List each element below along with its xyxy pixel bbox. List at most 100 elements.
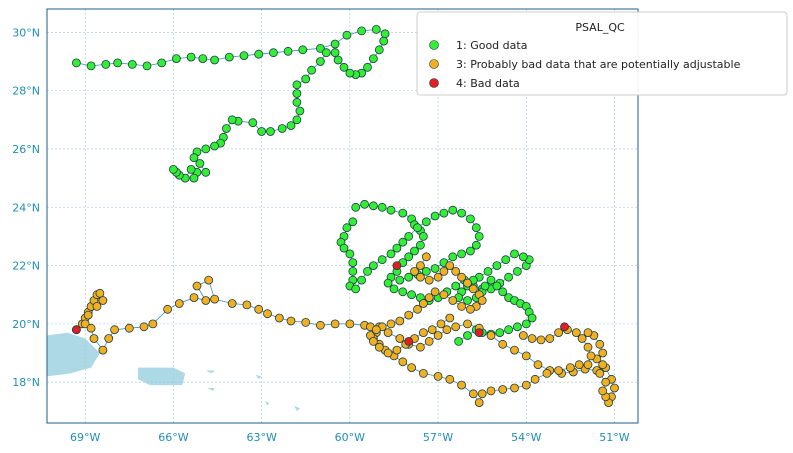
data-point-qc3 xyxy=(448,296,458,305)
data-point-qc3 xyxy=(533,360,543,370)
data-point-qc1 xyxy=(342,30,352,40)
data-point-qc3 xyxy=(104,334,114,343)
data-point-qc1 xyxy=(451,281,461,291)
data-point-qc1 xyxy=(374,45,384,55)
data-point-qc3 xyxy=(418,299,428,308)
y-tick-labels: 18°N 20°N 22°N 24°N 26°N 28°N 30°N xyxy=(12,26,40,389)
data-point-qc1 xyxy=(492,281,502,291)
data-point-qc3 xyxy=(89,334,99,343)
x-tick-label: 69°W xyxy=(70,431,100,444)
legend-box xyxy=(416,11,788,96)
data-point-qc1 xyxy=(168,164,178,174)
data-point-qc1 xyxy=(518,252,528,262)
data-point-qc3 xyxy=(536,335,546,345)
y-tick-label: 18°N xyxy=(12,376,40,389)
data-point-qc3 xyxy=(263,309,272,319)
data-point-qc1 xyxy=(498,287,508,297)
data-point-qc1 xyxy=(363,266,372,276)
data-point-qc1 xyxy=(430,211,440,221)
data-point-qc3 xyxy=(554,328,563,338)
data-point-qc1 xyxy=(457,208,467,218)
data-point-qc3 xyxy=(486,331,496,340)
data-point-qc3 xyxy=(424,336,434,346)
data-point-qc3 xyxy=(595,368,605,378)
data-point-qc1 xyxy=(189,173,199,183)
land-1 xyxy=(138,367,186,386)
data-point-qc3 xyxy=(139,322,149,332)
data-point-qc1 xyxy=(513,322,522,332)
data-point-qc3 xyxy=(439,266,449,276)
data-point-qc1 xyxy=(292,89,302,98)
data-point-qc1 xyxy=(454,336,464,346)
data-point-qc3 xyxy=(410,266,419,276)
data-point-qc3 xyxy=(436,319,446,329)
data-point-qc1 xyxy=(198,54,208,63)
data-point-qc1 xyxy=(360,199,370,209)
data-point-qc3 xyxy=(418,328,428,338)
data-point-qc3 xyxy=(433,371,443,381)
data-point-qc3 xyxy=(554,366,563,375)
data-point-qc3 xyxy=(583,328,593,338)
data-point-qc1 xyxy=(415,240,425,250)
data-point-qc3 xyxy=(274,313,284,323)
data-point-qc1 xyxy=(404,231,414,241)
data-point-qc3 xyxy=(457,301,467,311)
data-point-qc3 xyxy=(368,336,378,346)
y-tick-label: 22°N xyxy=(12,260,40,273)
x-tick-label: 54°W xyxy=(511,431,541,444)
data-point-qc3 xyxy=(445,313,455,323)
legend-marker-good xyxy=(429,40,439,50)
x-tick-label: 57°W xyxy=(423,431,453,444)
data-point-qc1 xyxy=(286,121,296,130)
land-2 xyxy=(205,370,215,374)
data-point-qc3 xyxy=(510,383,519,393)
data-point-qc1 xyxy=(301,74,311,84)
data-point-qc1 xyxy=(315,44,325,53)
land-6 xyxy=(294,405,300,412)
data-point-qc3 xyxy=(457,380,467,390)
data-point-qc1 xyxy=(345,68,355,78)
data-point-qc3 xyxy=(415,272,425,282)
legend-marker-probably-bad xyxy=(429,59,439,69)
data-point-qc1 xyxy=(486,275,496,285)
data-point-qc1 xyxy=(465,246,475,256)
data-point-qc1 xyxy=(210,55,220,65)
data-point-qc1 xyxy=(357,26,367,36)
data-point-qc1 xyxy=(157,58,167,68)
data-point-qc1 xyxy=(386,249,396,259)
data-point-qc3 xyxy=(601,377,611,387)
legend-title: PSAL_QC xyxy=(575,21,625,34)
data-point-qc3 xyxy=(542,368,552,378)
data-point-qc1 xyxy=(248,118,258,128)
data-point-qc1 xyxy=(492,261,502,271)
data-point-qc1 xyxy=(495,328,505,338)
data-point-qc1 xyxy=(113,58,122,68)
data-point-qc3 xyxy=(204,275,214,285)
data-point-qc1 xyxy=(463,331,472,340)
data-point-qc3 xyxy=(510,345,519,355)
data-point-qc3 xyxy=(254,304,264,314)
data-point-qc3 xyxy=(392,345,402,355)
data-point-qc1 xyxy=(480,281,490,291)
data-point-qc1 xyxy=(527,313,537,323)
data-point-qc1 xyxy=(321,48,331,58)
x-tick-label: 66°W xyxy=(158,431,188,444)
data-point-qc3 xyxy=(451,322,461,332)
data-point-qc1 xyxy=(404,252,414,262)
land-4 xyxy=(255,374,262,380)
data-point-qc3 xyxy=(463,319,472,329)
legend: PSAL_QC 1: Good data 3: Probably bad dat… xyxy=(416,11,788,96)
data-point-qc1 xyxy=(448,205,458,215)
data-point-qc1 xyxy=(201,167,211,177)
y-tick-label: 26°N xyxy=(12,143,40,156)
data-point-qc3 xyxy=(395,316,405,326)
data-point-qc3 xyxy=(530,374,540,384)
data-point-qc1 xyxy=(395,275,405,285)
data-point-qc3 xyxy=(518,331,528,340)
data-point-qc3 xyxy=(374,342,384,352)
data-point-qc3 xyxy=(386,319,396,329)
data-point-qc3 xyxy=(477,296,487,305)
data-point-qc3 xyxy=(148,319,158,329)
data-point-qc3 xyxy=(301,317,311,327)
data-point-qc3 xyxy=(92,301,102,311)
